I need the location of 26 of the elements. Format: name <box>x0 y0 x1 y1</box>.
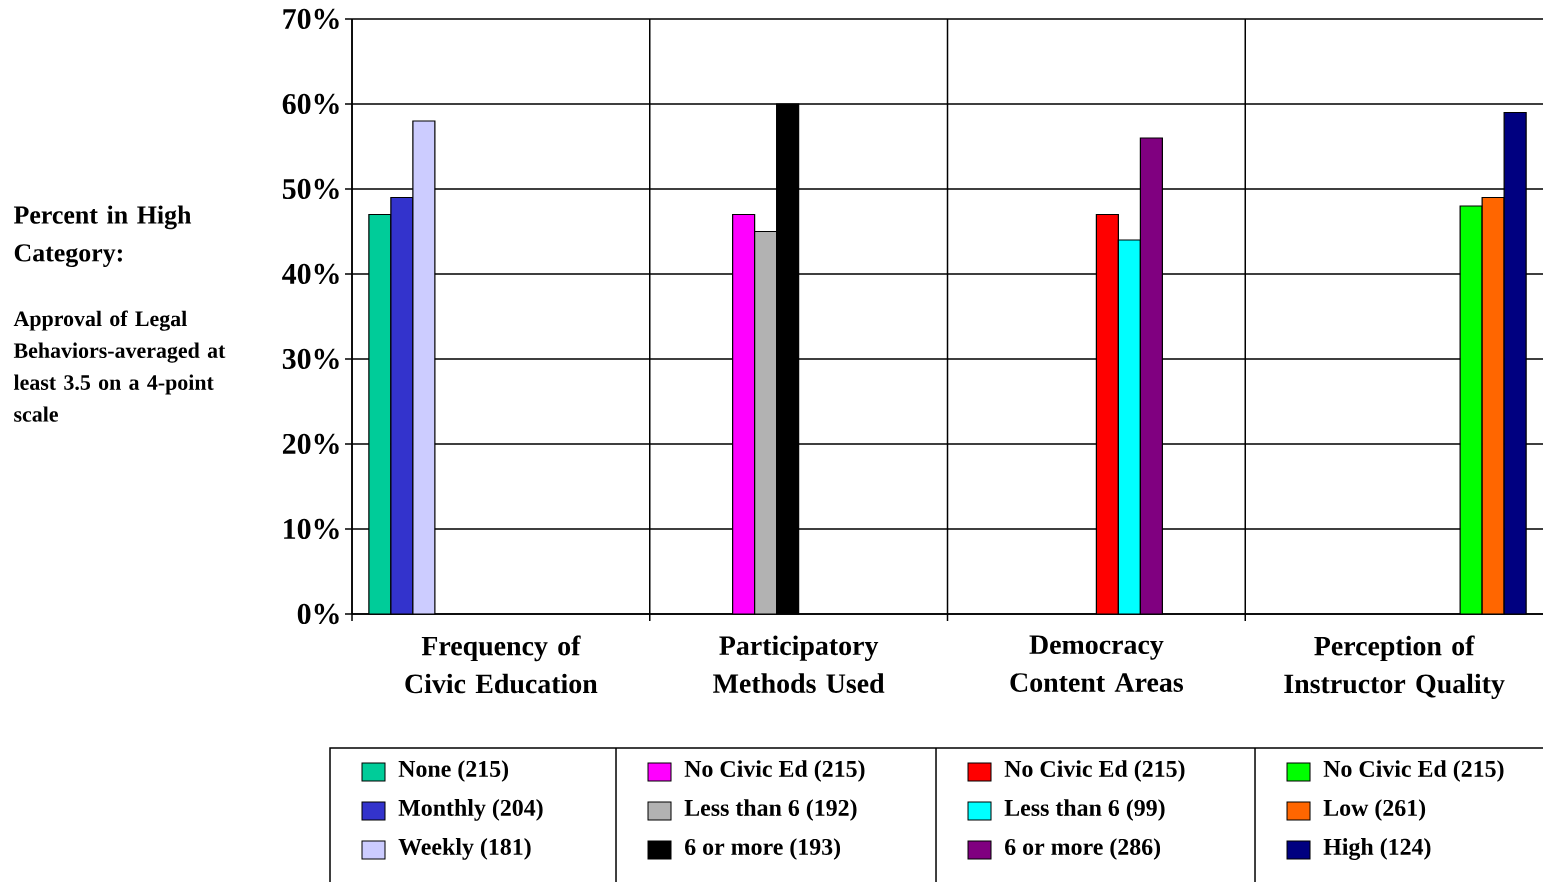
y-tick-label: 40% <box>282 263 339 285</box>
x-tick-label: Participatory Methods Used <box>713 635 885 693</box>
legend-label: No Civic Ed (215) <box>684 760 865 782</box>
y-axis-title: Percent in High Category: <box>13 205 192 268</box>
text: Approval of Legal Behaviors-averaged at least 3.5 on a 4-point scale <box>13 310 226 422</box>
legend-label: No Civic Ed (215) <box>1323 760 1504 782</box>
y-tick-label: 10% <box>284 518 339 540</box>
legend-label: Low (261) <box>1323 799 1426 821</box>
legend-label: Weekly (181) <box>398 838 531 860</box>
y-tick-label: 0% <box>297 603 339 625</box>
y-tick-label: 70% <box>283 8 339 30</box>
y-tick-label: 30% <box>282 348 339 370</box>
y-tick-label: 20% <box>282 433 339 455</box>
legend-label: 6 or more (193) <box>685 838 841 860</box>
legend-label: No Civic Ed (215) <box>1004 760 1185 782</box>
x-tick-label: Frequency of Civic Education <box>405 635 598 694</box>
legend-label: 6 or more (286) <box>1005 838 1161 860</box>
x-tick-label: Democracy Content Areas <box>1010 635 1184 692</box>
y-tick-label: 50% <box>282 178 339 200</box>
legend-label: Less than 6 (99) <box>1004 799 1165 821</box>
legend-label: Less than 6 (192) <box>684 799 857 821</box>
legend-label: None (215) <box>398 760 509 782</box>
y-tick-label: 60% <box>282 93 339 115</box>
legend-label: High (124) <box>1323 838 1431 860</box>
x-tick-label: Perception of Instructor Quality <box>1284 635 1505 700</box>
legend-label: Monthly (204) <box>398 799 543 821</box>
